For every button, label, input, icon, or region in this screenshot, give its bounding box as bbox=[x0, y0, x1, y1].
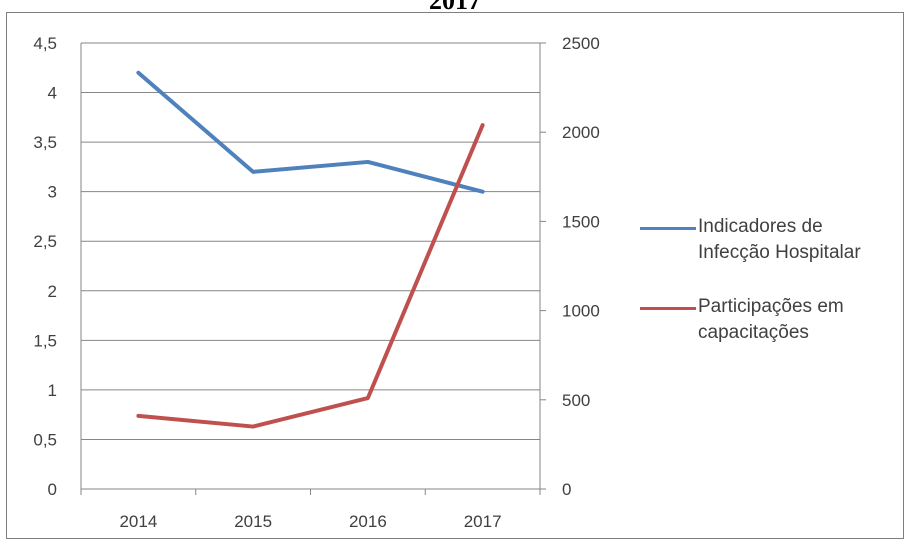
y-left-tick-label: 4,5 bbox=[33, 34, 57, 53]
y-left-tick-label: 3,5 bbox=[33, 133, 57, 152]
y-left-tick-label: 2,5 bbox=[33, 232, 57, 251]
x-tick-label: 2014 bbox=[119, 512, 157, 531]
x-tick-label: 2016 bbox=[349, 512, 387, 531]
y-right-tick-label: 500 bbox=[562, 391, 590, 410]
series-line-0 bbox=[136, 70, 485, 194]
chart-legend: Indicadores de Infecção Hospitalar Parti… bbox=[640, 214, 900, 374]
y-left-tick-label: 2 bbox=[48, 282, 57, 301]
x-tick-label: 2015 bbox=[234, 512, 272, 531]
legend-swatch-capacitacoes bbox=[640, 307, 696, 310]
chart-title-fragment: 2017 bbox=[429, 0, 481, 15]
legend-item-capacitacoes: Participações em capacitações bbox=[640, 294, 900, 346]
y-left-tick-label: 4 bbox=[48, 84, 57, 103]
legend-label-infeccao-line2: Infecção Hospitalar bbox=[698, 242, 861, 263]
y-left-tick-label: 0 bbox=[48, 480, 57, 499]
y-left-tick-label: 1,5 bbox=[33, 331, 57, 350]
legend-label-infeccao-line1: Indicadores de bbox=[698, 216, 823, 237]
y-left-tick-label: 0,5 bbox=[33, 430, 57, 449]
y-right-tick-label: 0 bbox=[562, 480, 571, 499]
y-left-tick-label: 1 bbox=[48, 381, 57, 400]
legend-item-infeccao: Indicadores de Infecção Hospitalar bbox=[640, 214, 900, 266]
legend-label-capacitacoes-line1: Participações em bbox=[698, 296, 844, 317]
y-left-tick-label: 3 bbox=[48, 183, 57, 202]
legend-swatch-infeccao bbox=[640, 227, 696, 230]
x-tick-label: 2017 bbox=[464, 512, 502, 531]
legend-label-capacitacoes-line2: capacitações bbox=[698, 322, 809, 343]
series-line-1 bbox=[136, 123, 485, 429]
chart-frame bbox=[6, 12, 904, 539]
y-right-tick-label: 2500 bbox=[562, 34, 600, 53]
y-right-tick-label: 2000 bbox=[562, 123, 600, 142]
y-right-tick-label: 1500 bbox=[562, 212, 600, 231]
y-right-tick-label: 1000 bbox=[562, 302, 600, 321]
